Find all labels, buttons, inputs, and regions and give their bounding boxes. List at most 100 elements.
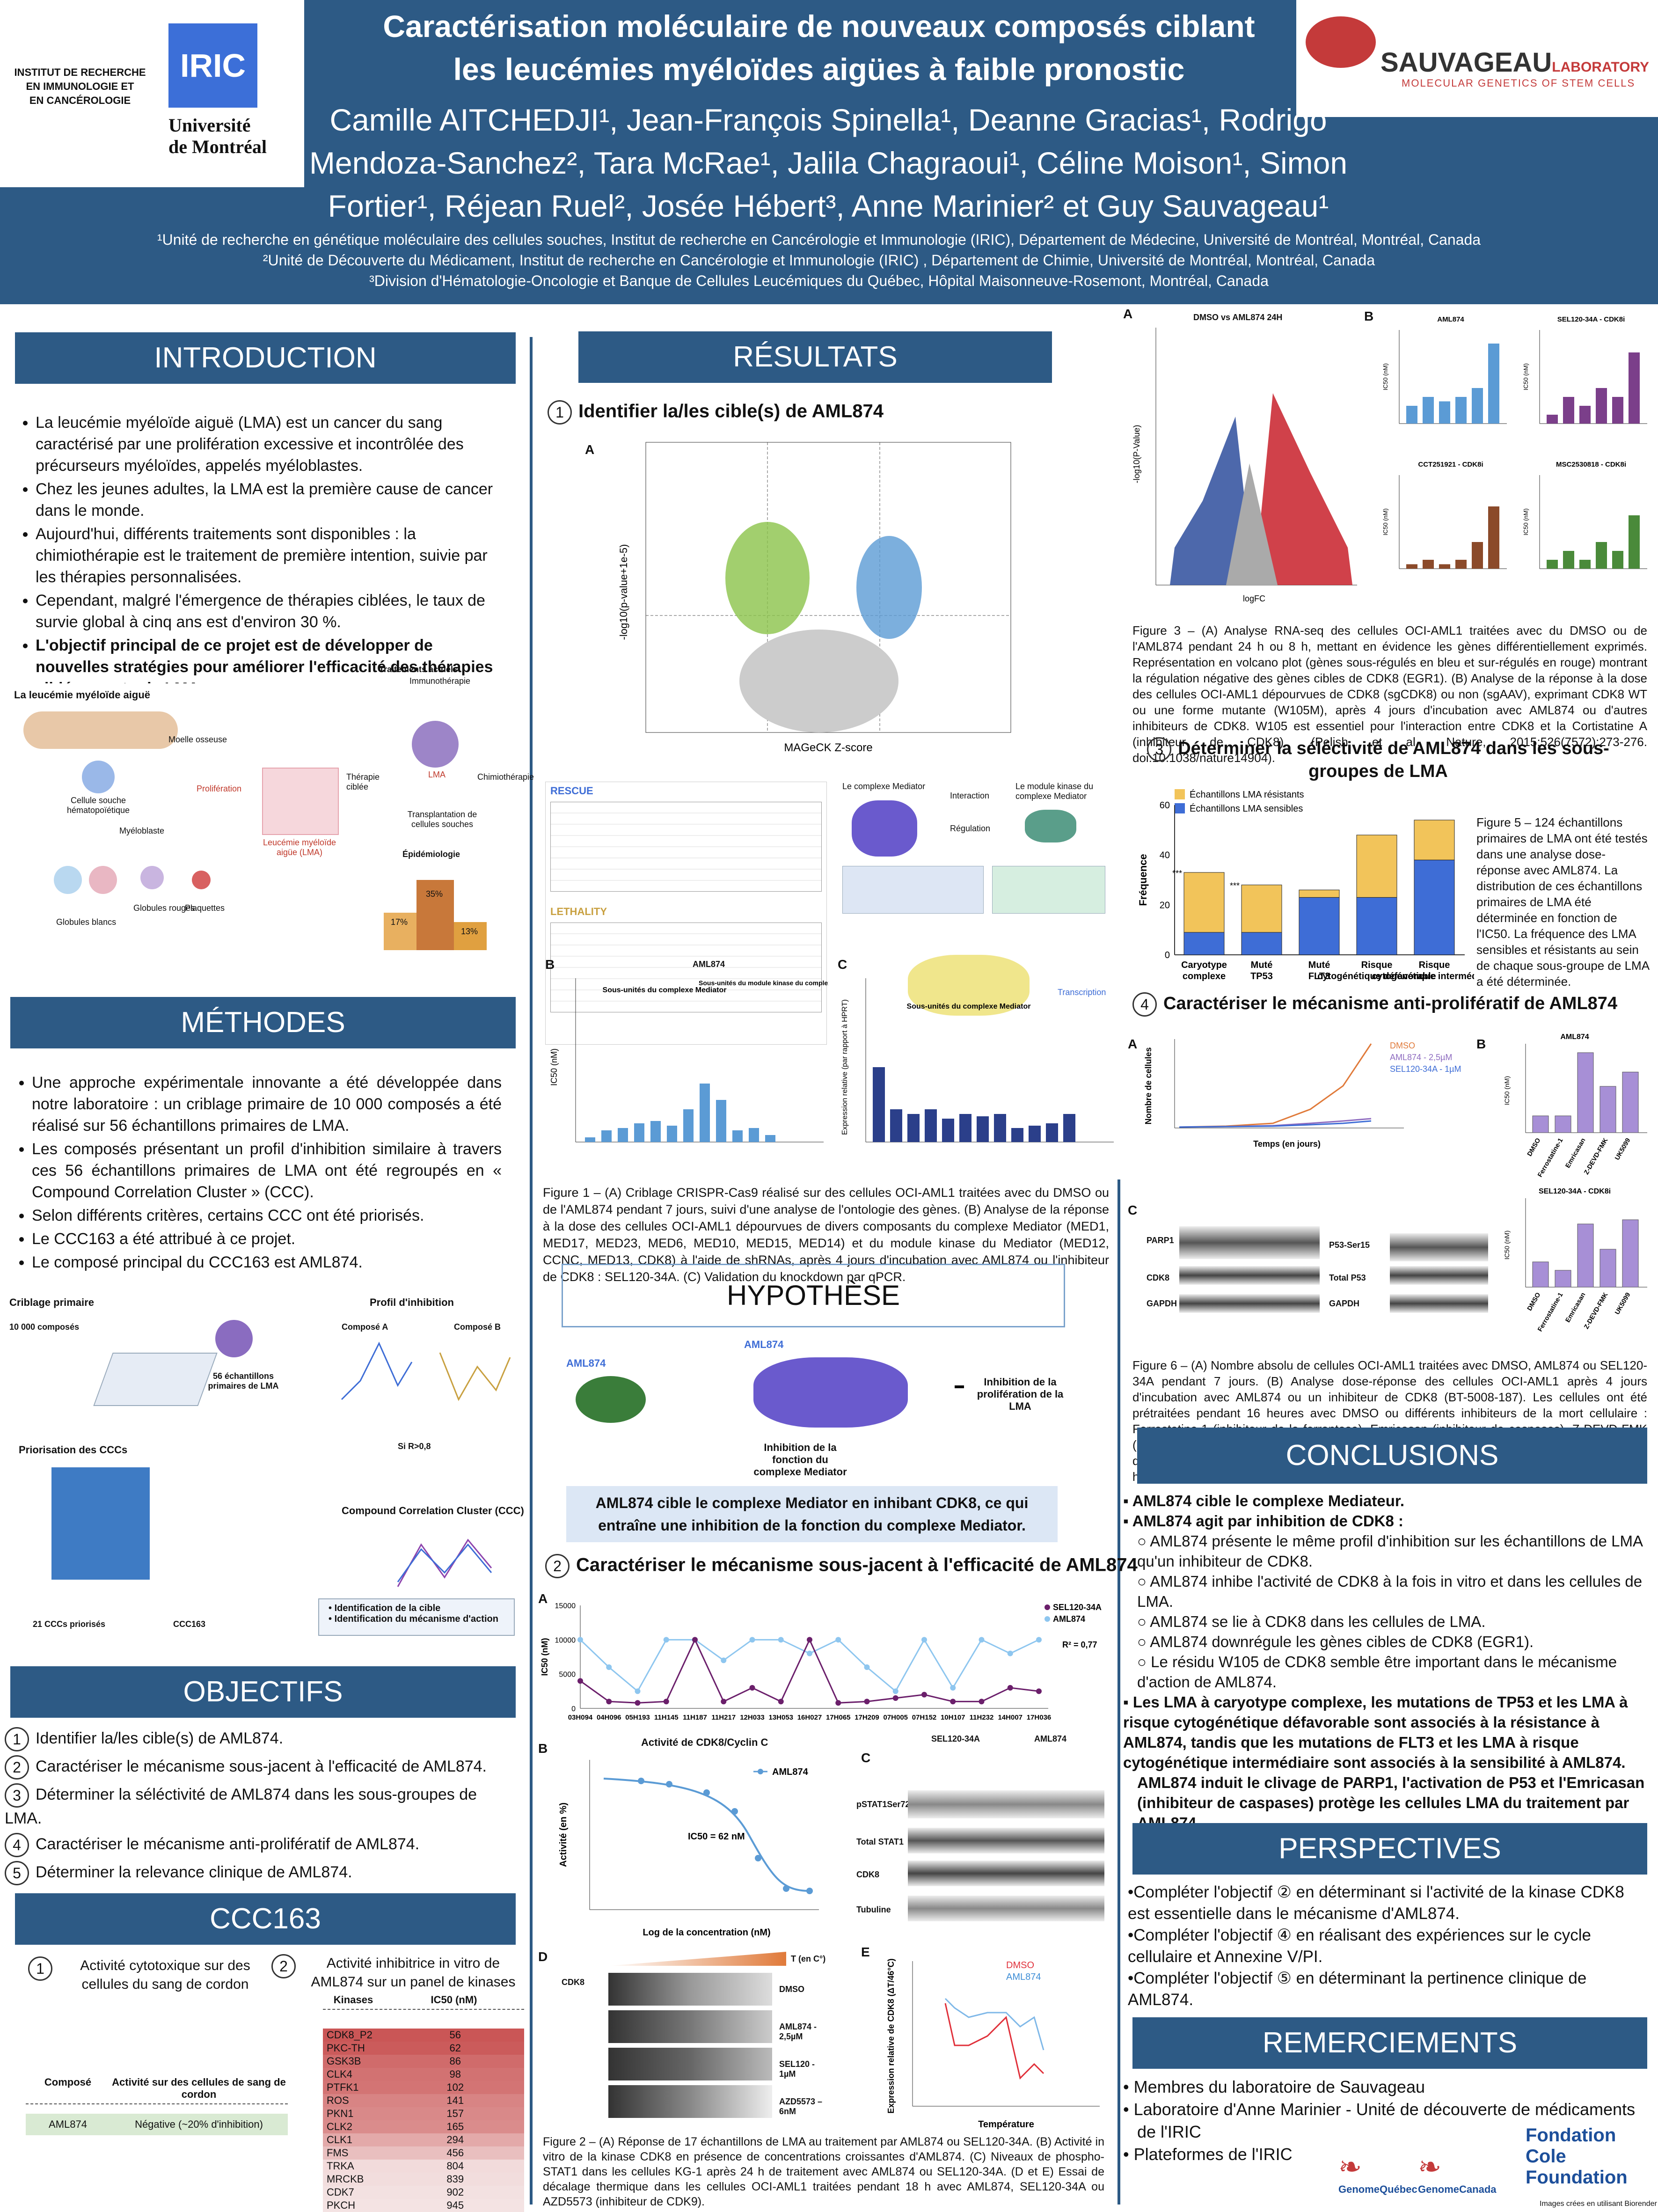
panel-title: SEL120-34A - CDK8i: [1557, 315, 1625, 323]
svg-text:DMSO: DMSO: [1390, 1041, 1415, 1050]
aml874-series-point: [749, 1637, 755, 1643]
mediator-diagram: Le complexe Mediator Le module kinase du…: [838, 782, 1109, 1044]
legend-marker: [1044, 1604, 1050, 1610]
x-tick-label: complexe: [1183, 971, 1226, 981]
sel120-series-point: [950, 1699, 956, 1705]
ic50-bar: [1455, 397, 1467, 424]
significance-mark: ***: [1172, 869, 1182, 878]
svg-text:Nombre de cellules: Nombre de cellules: [1144, 1047, 1153, 1124]
x-tick-label: 11H145: [654, 1714, 679, 1721]
kinase-ic50: 804: [446, 2160, 464, 2172]
x-tick-label: cytogénétique intermédiaire: [1372, 971, 1474, 981]
bar-resistant: [1241, 885, 1282, 933]
bar-resistant: [1183, 872, 1225, 933]
panel-title: CCT251921 - CDK8i: [1418, 461, 1483, 469]
panel-label: D: [538, 1949, 548, 1964]
kinase-row: MRCKB 839: [323, 2173, 524, 2186]
kinase-row: PKC-TH 62: [323, 2042, 524, 2055]
introduction-heading: INTRODUCTION: [15, 332, 516, 384]
methodes-heading: MÉTHODES: [10, 997, 516, 1048]
panel-label: B: [538, 1741, 548, 1756]
kinase-row: TRKA 804: [323, 2160, 524, 2173]
aml874-series-point: [807, 1650, 812, 1656]
x-tick-label: TP53: [1250, 971, 1273, 981]
inhibition-profiles: [341, 1341, 511, 1401]
ic50-bar: [1600, 1249, 1616, 1288]
bar-resistant: [1356, 835, 1397, 898]
svg-text:logFC: logFC: [1243, 594, 1265, 603]
legend-swatch: [1175, 789, 1185, 799]
x-tick-label: DMSO: [1526, 1136, 1542, 1157]
lab-logo-icon: [1306, 16, 1376, 68]
kinase-ic50: 456: [446, 2147, 464, 2159]
panel-label: A: [538, 1591, 548, 1606]
y-axis-label: IC50 (nM): [1382, 508, 1389, 535]
bar-sensitive: [1356, 897, 1397, 955]
sel120-series-point: [807, 1637, 812, 1643]
svg-text:DMSO: DMSO: [1006, 1960, 1034, 1970]
kinase-row: CLK1 294: [323, 2133, 524, 2146]
cole-foundation-logo: Fondation Cole Foundation: [1526, 2125, 1628, 2188]
kinase-name: TRKA: [327, 2160, 354, 2172]
ic50-bar: [1439, 564, 1450, 569]
y-axis-label: IC50 (nM): [1503, 1231, 1511, 1260]
svg-text:Expression relative de CDK8 (Δ: Expression relative de CDK8 (ΔT/46°C): [886, 1958, 896, 2113]
x-tick-label: 11H232: [970, 1714, 994, 1721]
kinase-ic50: 62: [449, 2042, 461, 2054]
kinase-ic50: 86: [449, 2055, 461, 2067]
sel120-series-point: [979, 1699, 985, 1705]
prioritization-steps: [51, 1467, 150, 1580]
kinase-ic50: 165: [446, 2121, 464, 2132]
conclusions-list: ▪ AML874 cible le complexe Mediateur. ▪ …: [1123, 1492, 1645, 1831]
bar-sensitive: [1414, 859, 1455, 955]
aml874-series-point: [892, 1688, 898, 1694]
aml874-series-point: [721, 1657, 727, 1663]
svg-text:AML874: AML874: [772, 1767, 809, 1777]
y-tick-label: 5000: [559, 1671, 576, 1679]
fig2c-western: SEL120-34A AML874 pSTAT1Ser727 Total STA…: [856, 1734, 1114, 1940]
bar-resistant: [1299, 889, 1340, 898]
ic50-bar: [1629, 352, 1640, 424]
fig5-frequency-chart: Échantillons LMA résistants Échantillons …: [1137, 789, 1474, 981]
bar-resistant: [1414, 820, 1455, 860]
ic50-bar: [1547, 415, 1558, 424]
legend-sel120: SEL120-34A: [1053, 1603, 1102, 1612]
ic50-bar: [1547, 560, 1558, 569]
legend-marker: [1044, 1616, 1050, 1622]
svg-text:Log de la concentration (nM): Log de la concentration (nM): [643, 1927, 770, 1938]
kinase-ic50: 56: [449, 2029, 461, 2041]
x-tick-label: 11H217: [711, 1714, 736, 1721]
ic50-bar: [1406, 406, 1417, 424]
remerciements-heading: REMERCIEMENTS: [1132, 2017, 1647, 2069]
aml874-series-point: [635, 1688, 641, 1694]
institute-label: INSTITUT DE RECHERCHE EN IMMUNOLOGIE ET EN…: [14, 66, 146, 106]
objectifs-list: 1 Identifier la/les cible(s) de AML874. 2…: [5, 1727, 515, 1885]
platelets: [192, 871, 211, 889]
column-divider: [1118, 1179, 1120, 2205]
panel-label: A: [1123, 307, 1133, 321]
svg-text:Sous-unités du complexe Mediat: Sous-unités du complexe Mediator: [603, 986, 727, 994]
lma-cell-icon: [412, 721, 459, 768]
kinase-row: FMS 456: [323, 2146, 524, 2160]
biorender-credit: Images crées en utilisant Biorender: [1540, 2200, 1657, 2208]
x-tick-label: 11H187: [683, 1714, 707, 1721]
svg-text:Activité (en %): Activité (en %): [558, 1802, 569, 1867]
legend-resistant: Échantillons LMA résistants: [1190, 789, 1304, 800]
ic50-bar: [1555, 1270, 1571, 1288]
ic50-bar: [1629, 515, 1640, 569]
ic50-bar: [1488, 344, 1499, 424]
x-tick-label: 03H094: [568, 1714, 593, 1721]
y-axis-label: IC50 (nM): [1522, 363, 1529, 390]
objectifs-heading: OBJECTIFS: [10, 1666, 516, 1718]
y-tick-label: 0: [1165, 950, 1170, 960]
panel-label: E: [861, 1945, 870, 1959]
ic50-bar: [1563, 397, 1574, 424]
ic50-bar: [1423, 397, 1434, 424]
kinase-name: PTFK1: [327, 2081, 359, 2093]
sel120-series-point: [606, 1699, 612, 1705]
ic50-bar: [1563, 551, 1574, 569]
aml874-series-point: [921, 1637, 927, 1643]
kinase-name: CLK2: [327, 2121, 353, 2132]
crispr-volcano: MAGeCK Z-score -log10(p-value+1e-5): [618, 442, 1011, 754]
svg-text:AML874 - 2,5µM: AML874 - 2,5µM: [1390, 1053, 1452, 1062]
